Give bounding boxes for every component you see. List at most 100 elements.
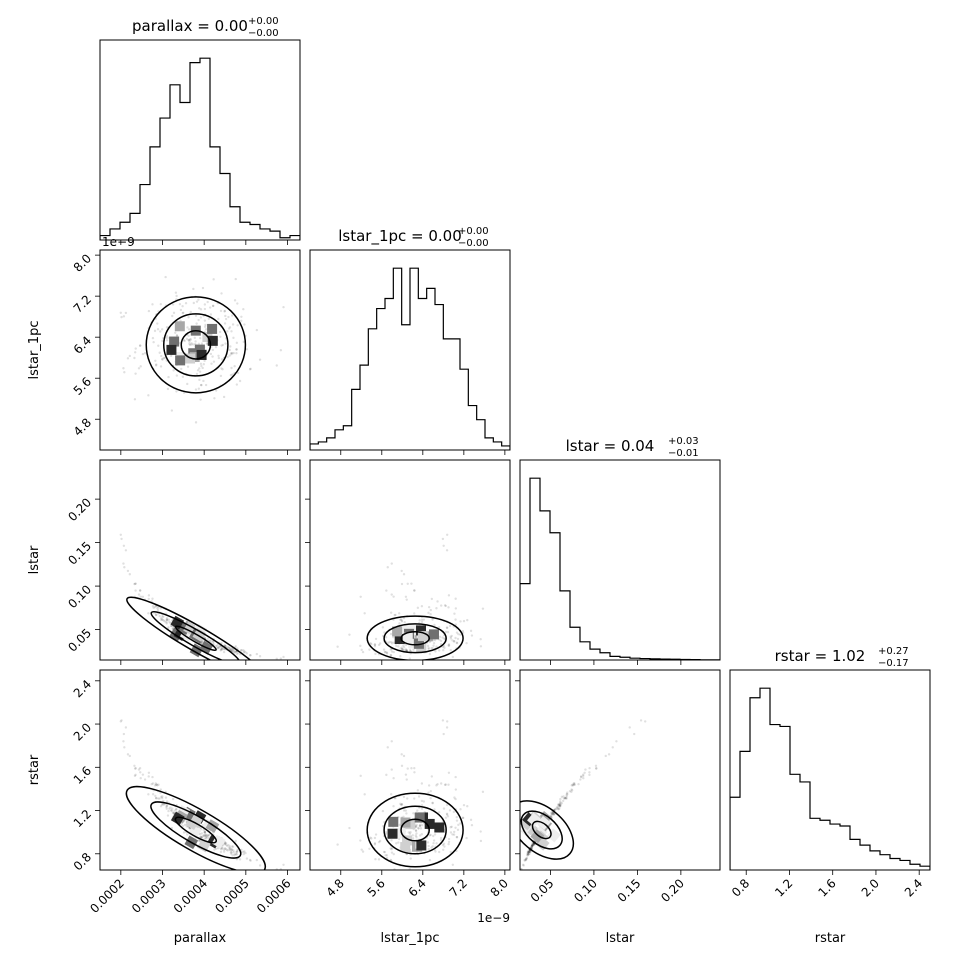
scatter-point: [231, 854, 234, 857]
scatter-point: [217, 646, 221, 649]
scatter-point: [565, 794, 568, 798]
scatter-point: [154, 782, 157, 785]
scatter-point: [557, 803, 560, 807]
scatter-point: [154, 612, 157, 615]
scatter-point: [373, 645, 377, 648]
scatter-point: [248, 654, 252, 657]
scatter-point: [556, 805, 559, 809]
scatter-point: [243, 850, 246, 853]
title-sup-rstar: +0.27: [878, 646, 909, 657]
scatter-point: [158, 797, 161, 800]
histogram-lstar_1pc: [310, 267, 510, 450]
scatter-point: [227, 846, 231, 849]
panel-lstar_1pc-vs-lstar_1pc: lstar_1pc = 0.00+0.00−0.00: [309, 226, 511, 455]
density-cell: [428, 629, 439, 640]
scatter-point: [155, 783, 158, 787]
scatter-point: [196, 369, 200, 372]
scatter-point: [408, 832, 412, 835]
scatter-point: [235, 850, 239, 854]
scatter-point: [445, 626, 449, 629]
scatter-point: [431, 618, 434, 621]
scatter-point: [279, 349, 283, 352]
scatter-point: [156, 328, 160, 331]
scatter-point: [588, 771, 591, 774]
scatter-point: [202, 362, 205, 366]
scatter-point: [390, 851, 394, 854]
scatter-point: [559, 804, 562, 807]
scatter-point: [162, 615, 165, 619]
x-tick-label: 0.15: [615, 876, 644, 905]
scatter-point: [197, 342, 201, 346]
scatter-point: [187, 338, 190, 342]
y-tick-label: 2.0: [71, 720, 94, 743]
scatter-point: [167, 626, 170, 629]
scatter-point: [449, 850, 452, 854]
scatter-point: [160, 616, 163, 620]
scatter-point: [530, 845, 534, 848]
scatter-point: [157, 344, 160, 347]
scatter-point: [565, 793, 568, 796]
scatter-point: [134, 372, 137, 375]
scatter-point: [165, 804, 168, 807]
scatter-point: [232, 336, 235, 340]
scatter-point: [431, 647, 434, 650]
scatter-point: [561, 799, 565, 803]
scatter-point: [230, 848, 234, 852]
scatter-point: [155, 613, 158, 617]
scatter-point: [243, 650, 246, 653]
scatter-point: [220, 344, 223, 347]
scatter-point: [531, 844, 534, 847]
scatter-point: [199, 398, 202, 401]
scatter-point: [390, 839, 393, 842]
density-cell: [194, 344, 205, 355]
scatter-point: [139, 589, 142, 592]
scatter-point: [397, 612, 401, 615]
scatter-point: [374, 637, 378, 641]
scatter-point: [439, 604, 443, 607]
scatter-point: [389, 654, 392, 657]
scatter-point: [400, 753, 403, 756]
scatter-point: [402, 644, 405, 647]
scatter-point: [427, 605, 431, 609]
scatter-point: [165, 805, 168, 809]
scatter-point: [166, 814, 170, 817]
scatter-point: [200, 836, 203, 839]
scatter-point: [188, 343, 192, 347]
scatter-point: [182, 338, 186, 342]
scatter-point: [235, 352, 238, 355]
scatter-point: [465, 836, 468, 840]
density-cell: [174, 321, 185, 332]
scatter-point: [408, 657, 411, 660]
scatter-point: [160, 328, 164, 331]
scatter-point: [399, 803, 403, 807]
scatter-point: [221, 648, 224, 651]
scatter-point: [249, 859, 252, 862]
scatter-point: [418, 824, 422, 828]
scatter-point: [226, 844, 229, 848]
scatter-point: [558, 807, 561, 810]
scatter-point: [373, 836, 377, 840]
scatter-point: [446, 630, 450, 634]
scatter-point: [422, 618, 426, 621]
scatter-point: [449, 831, 453, 834]
scatter-point: [436, 782, 439, 786]
scatter-point: [275, 657, 278, 660]
scatter-point: [439, 782, 443, 785]
scatter-point: [181, 304, 184, 308]
scatter-point: [454, 775, 457, 779]
scatter-point: [431, 845, 434, 848]
scatter-point: [392, 805, 395, 808]
scatter-point: [156, 607, 159, 610]
scatter-point: [174, 291, 178, 294]
scatter-point: [449, 826, 452, 829]
scatter-point: [235, 652, 239, 656]
scatter-point: [165, 807, 168, 810]
scatter-point: [123, 566, 126, 569]
scatter-point: [236, 652, 240, 655]
scatter-point: [526, 854, 529, 857]
scatter-point: [581, 773, 585, 776]
scatter-point: [405, 778, 408, 781]
scatter-point: [438, 635, 442, 639]
scatter-point: [198, 833, 202, 836]
scatter-point: [181, 375, 185, 379]
